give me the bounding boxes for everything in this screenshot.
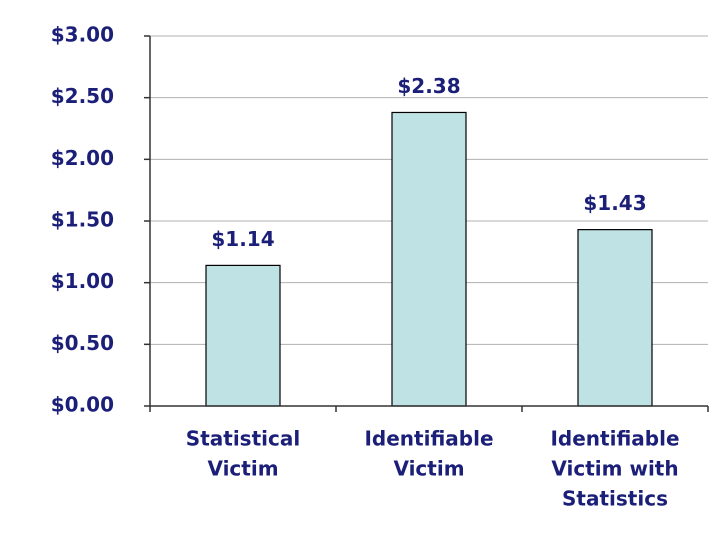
- y-tick-label: $3.00: [51, 23, 114, 47]
- x-tick-label: Victim: [207, 457, 278, 481]
- y-tick-label: $2.50: [51, 84, 114, 108]
- y-tick-label: $0.50: [51, 331, 114, 355]
- value-label: $2.38: [397, 74, 460, 98]
- y-tick-label: $0.00: [51, 393, 114, 417]
- bar: [205, 264, 281, 407]
- x-tick-label: Identifiable: [364, 427, 493, 451]
- x-tick-label: Identifiable: [550, 427, 679, 451]
- bar: [391, 111, 467, 407]
- y-tick-label: $2.00: [51, 146, 114, 170]
- y-tick-label: $1.00: [51, 269, 114, 293]
- x-tick-label: Statistics: [562, 487, 668, 511]
- value-label: $1.14: [211, 227, 274, 251]
- y-tick-label: $1.50: [51, 208, 114, 232]
- x-tick-label: Victim with: [551, 457, 678, 481]
- x-tick-label: Victim: [393, 457, 464, 481]
- x-tick-label: Statistical: [186, 427, 300, 451]
- value-label: $1.43: [583, 191, 646, 215]
- bar: [577, 229, 653, 407]
